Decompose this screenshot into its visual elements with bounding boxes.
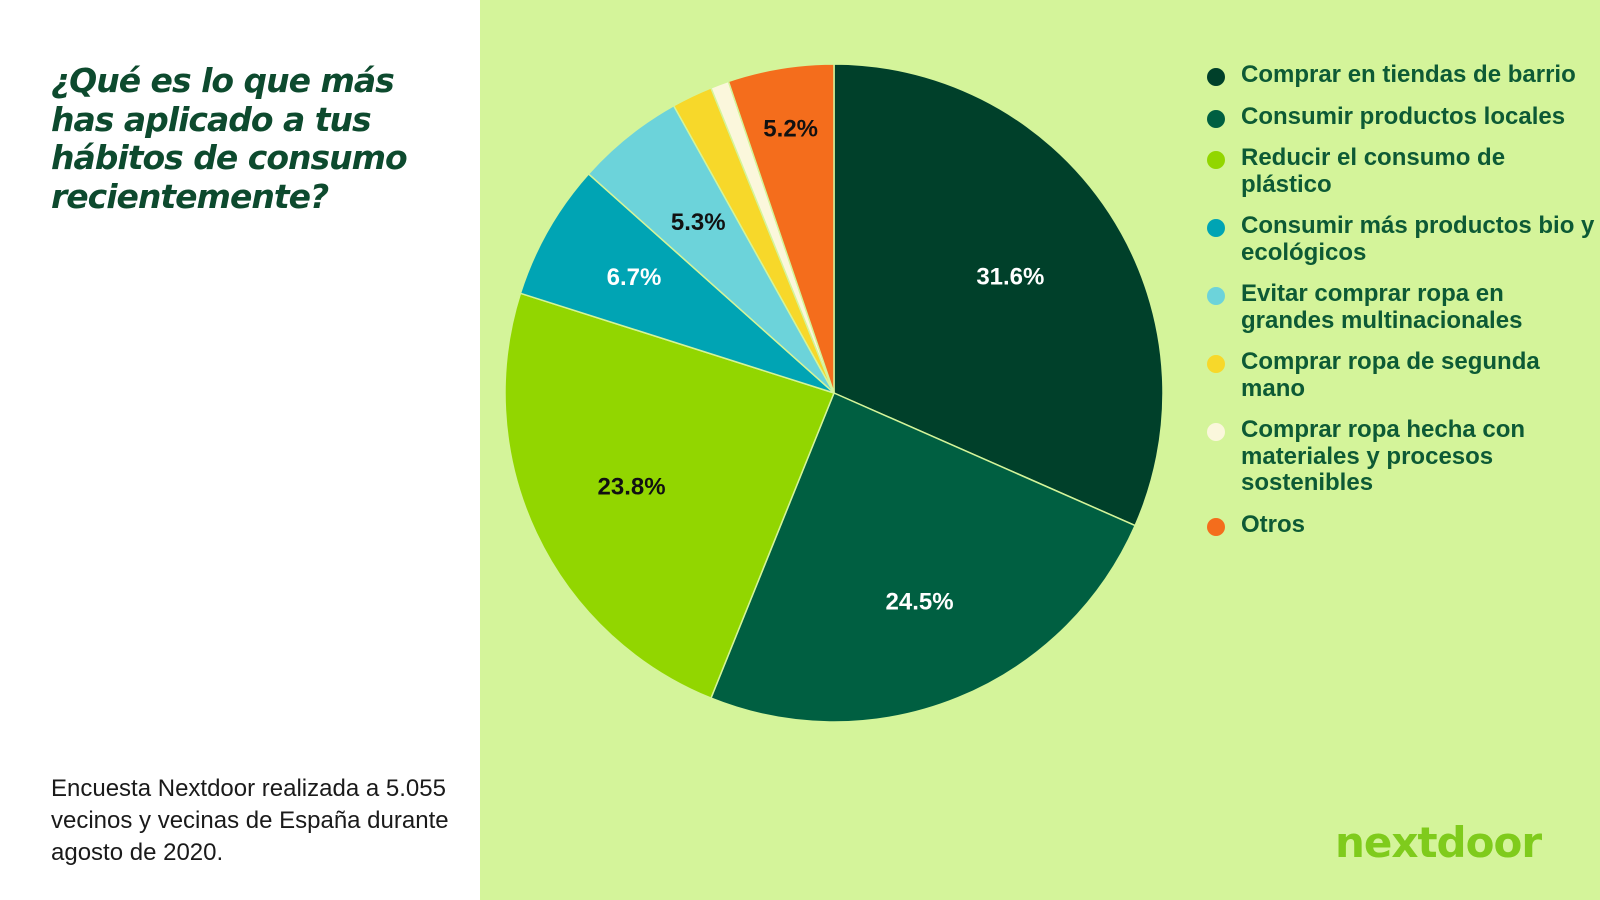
- legend-label: Otros: [1241, 510, 1306, 538]
- left-panel: ¿Qué es lo que más has aplicado a tus há…: [0, 0, 480, 900]
- pie-slice-2: [709, 392, 1137, 723]
- pie-slice-label-2: 24.5%: [886, 589, 954, 616]
- legend-label: Consumir más productos bio y ecológicos: [1241, 212, 1595, 266]
- legend-label: Comprar en tiendas de barrio: [1241, 61, 1576, 88]
- chart-question-title: ¿Qué es lo que más has aplicado a tus há…: [51, 61, 408, 216]
- legend-swatch-icon: [1207, 423, 1225, 441]
- legend-item-8: Otros: [1205, 510, 1595, 539]
- pie-slice-8: [727, 63, 835, 394]
- legend-swatch-icon: [1207, 68, 1225, 86]
- legend-swatch-icon: [1207, 287, 1225, 305]
- survey-source-note: Encuesta Nextdoor realizada a 5.055 veci…: [51, 775, 449, 866]
- legend-swatch-icon: [1207, 151, 1225, 169]
- legend-label: Comprar ropa hecha con materiales y proc…: [1241, 416, 1526, 496]
- legend-item-2: Consumir productos locales: [1205, 102, 1595, 131]
- legend-item-3: Reducir el consumo de plástico: [1205, 144, 1595, 198]
- pie-slice-label-5: 5.3%: [671, 209, 726, 236]
- legend-item-4: Consumir más productos bio y ecológicos: [1205, 212, 1595, 266]
- legend-item-5: Evitar comprar ropa en grandes multinaci…: [1205, 280, 1595, 334]
- legend-label: Evitar comprar ropa en grandes multinaci…: [1241, 280, 1523, 334]
- legend-label: Consumir productos locales: [1241, 102, 1566, 130]
- pie-slice-label-8: 5.2%: [763, 115, 818, 142]
- pie-slice-4: [519, 172, 835, 394]
- pie-slice-label-3: 23.8%: [598, 474, 666, 501]
- chart-legend: Comprar en tiendas de barrio Consumir pro…: [1205, 61, 1595, 553]
- legend-swatch-icon: [1207, 517, 1225, 536]
- legend-item-6: Comprar ropa de segunda mano: [1205, 348, 1595, 402]
- pie-slice-3: [504, 292, 835, 700]
- pie-slice-label-1: 31.6%: [976, 263, 1044, 290]
- legend-item-1: Comprar en tiendas de barrio: [1205, 61, 1595, 89]
- pie-slice-1: [833, 63, 1164, 527]
- pie-slice-label-4: 6.7%: [607, 264, 662, 291]
- legend-label: Comprar ropa de segunda mano: [1241, 348, 1540, 402]
- legend-label: Reducir el consumo de plástico: [1241, 144, 1506, 198]
- legend-swatch-icon: [1207, 109, 1225, 128]
- legend-swatch-icon: [1207, 219, 1225, 237]
- legend-item-7: Comprar ropa hecha con materiales y proc…: [1205, 416, 1595, 497]
- nextdoor-logo: nextdoor: [1335, 818, 1542, 867]
- legend-swatch-icon: [1207, 355, 1225, 373]
